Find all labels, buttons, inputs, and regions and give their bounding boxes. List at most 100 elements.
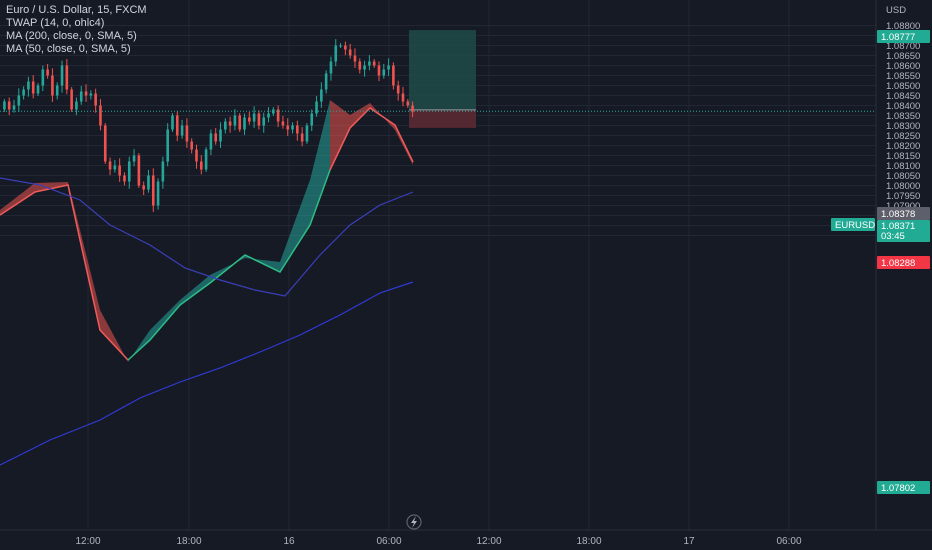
candle-body (166, 129, 169, 162)
price-tick-label: 1.08100 (886, 161, 920, 172)
twap-fill (280, 100, 330, 272)
candle-body (396, 85, 400, 94)
candle-body (175, 115, 179, 136)
candle-body (382, 69, 386, 76)
candle-body (199, 161, 203, 170)
symbol-tag: EURUSD (831, 218, 875, 231)
svg-text:1.08777: 1.08777 (881, 32, 915, 43)
candle-body (151, 175, 155, 206)
candle-body (310, 113, 314, 126)
candle-body (12, 105, 16, 110)
candle-body (123, 175, 126, 182)
candle-body (228, 121, 232, 126)
candle-body (368, 61, 371, 66)
candle-body (190, 141, 193, 150)
twap-band (0, 100, 414, 362)
candle-body (248, 117, 251, 122)
candles (3, 39, 414, 212)
candle-body (27, 81, 30, 90)
candle-body (113, 165, 117, 170)
candle-body (75, 101, 78, 110)
candle-body (46, 69, 49, 76)
time-tick-label: 12:00 (75, 536, 100, 547)
time-tick-label: 18:00 (576, 536, 601, 547)
candle-body (204, 149, 208, 170)
price-tick-label: 1.08500 (886, 81, 920, 92)
lightning-icon[interactable] (406, 514, 422, 530)
time-tick-label: 18:00 (176, 536, 201, 547)
candle-body (291, 125, 294, 130)
svg-text:1.08378: 1.08378 (881, 209, 915, 220)
price-tick-label: 1.08400 (886, 101, 920, 112)
candle-body (214, 133, 218, 142)
twap-line-down (329, 107, 414, 171)
legend-symbol[interactable]: Euro / U.S. Dollar, 15, FXCM (6, 4, 147, 16)
svg-text:EURUSD: EURUSD (835, 220, 875, 231)
candle-body (22, 89, 25, 96)
candle-body (147, 175, 150, 190)
candle-body (3, 101, 6, 110)
price-tick-label: 1.08300 (886, 121, 920, 132)
candle-body (267, 113, 270, 118)
position-zones (409, 30, 476, 128)
low-price-tag: 1.07802 (877, 481, 930, 494)
time-tick-label: 17 (683, 536, 695, 547)
candle-body (358, 61, 362, 70)
candle-body (334, 45, 338, 62)
legend-ma200[interactable]: MA (200, close, 0, SMA, 5) (6, 30, 137, 42)
candle-body (315, 101, 318, 114)
candle-body (219, 129, 222, 142)
prev-close-tag: 1.08378 (877, 207, 930, 220)
chart-legend: Euro / U.S. Dollar, 15, FXCM TWAP (14, 0… (6, 4, 147, 56)
candle-body (406, 101, 410, 106)
candle-body (401, 93, 405, 102)
candle-body (36, 85, 40, 94)
price-tick-label: 1.08800 (886, 21, 920, 32)
candle-body (127, 161, 131, 182)
price-tick-label: 1.08250 (886, 131, 920, 142)
legend-ma50[interactable]: MA (50, close, 0, SMA, 5) (6, 43, 131, 55)
candle-body (296, 125, 299, 134)
candle-body (224, 121, 227, 130)
candle-body (339, 45, 342, 47)
stop-price-tag: 1.08288 (877, 256, 930, 269)
price-tick-label: 1.08600 (886, 61, 920, 72)
countdown-label: 03:45 (881, 231, 905, 242)
target-price-tag: 1.08777 (877, 30, 930, 43)
candle-body (156, 181, 160, 206)
candle-body (118, 165, 121, 176)
candle-body (377, 65, 381, 76)
price-tick-label: 1.08650 (886, 51, 920, 62)
price-tick-label: 1.08050 (886, 171, 920, 182)
stop-zone (409, 109, 476, 128)
target-zone (409, 30, 476, 110)
price-tick-label: 1.08350 (886, 111, 920, 122)
candle-body (305, 125, 309, 142)
candle-body (320, 89, 323, 102)
candle-body (137, 155, 141, 186)
candle-body (7, 101, 11, 110)
candle-body (185, 125, 189, 142)
candle-body (411, 105, 414, 112)
svg-text:1.07802: 1.07802 (881, 483, 915, 494)
candle-body (180, 125, 184, 136)
price-tick-label: 1.08200 (886, 141, 920, 152)
candle-body (79, 91, 83, 102)
candle-body (55, 85, 59, 96)
candle-body (132, 155, 136, 162)
candle-body (281, 121, 285, 126)
ma50-line (0, 177, 414, 297)
current-price-tag: 1.08371 03:45 (877, 220, 930, 242)
candle-body (99, 105, 102, 126)
legend-twap[interactable]: TWAP (14, 0, ohlc4) (6, 17, 105, 29)
candle-body (300, 133, 304, 142)
candle-body (276, 109, 280, 122)
candle-body (257, 113, 261, 126)
candle-body (70, 89, 73, 110)
candle-body (286, 125, 290, 130)
candle-body (353, 55, 357, 62)
svg-text:1.08288: 1.08288 (881, 258, 915, 269)
time-tick-label: 12:00 (476, 536, 501, 547)
candle-body (103, 125, 107, 162)
